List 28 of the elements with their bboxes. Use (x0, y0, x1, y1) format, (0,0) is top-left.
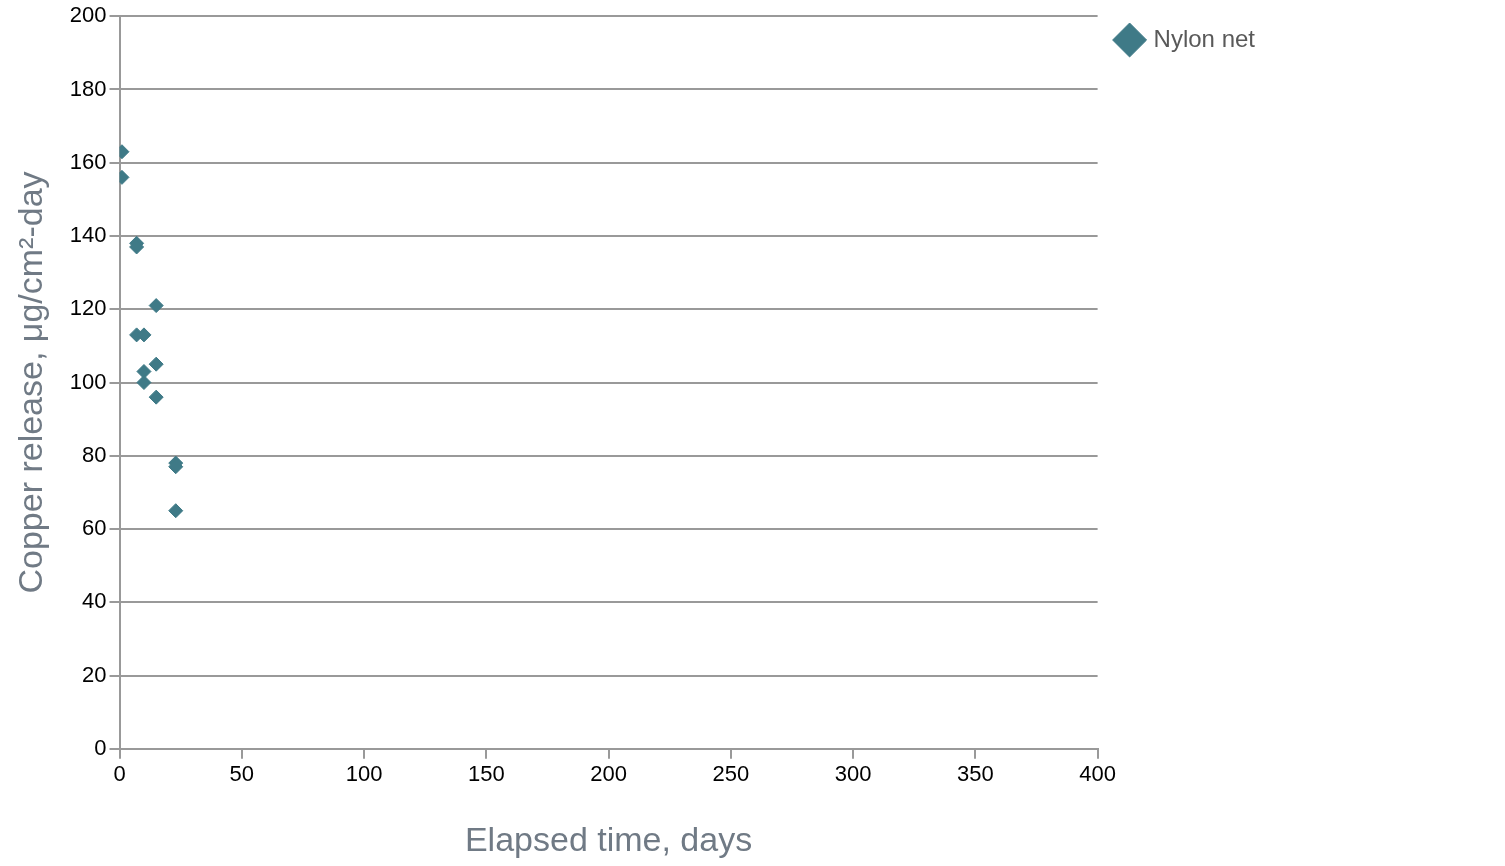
y-tick-label: 120 (69, 295, 107, 321)
x-tick-label: 0 (113, 761, 126, 787)
x-tick-label: 300 (834, 761, 872, 787)
y-tick-label: 40 (82, 588, 107, 614)
y-tick-label: 200 (69, 2, 107, 28)
x-tick-label: 100 (345, 761, 383, 787)
legend-label: Nylon net (1153, 24, 1256, 52)
x-axis-title: Elapsed time, days (464, 819, 753, 858)
y-tick-label: 80 (82, 441, 107, 467)
y-tick-label: 60 (82, 515, 107, 541)
x-tick-label: 50 (229, 761, 255, 787)
x-tick-label: 350 (956, 761, 994, 787)
y-tick-label: 160 (69, 148, 107, 174)
point (148, 356, 164, 372)
x-tick-label: 200 (590, 761, 627, 787)
y-tick-label: 180 (69, 75, 107, 101)
point (168, 503, 184, 519)
point (136, 375, 152, 390)
y-tick-label: 20 (82, 661, 107, 687)
point (148, 298, 164, 314)
x-tick-label: 400 (1079, 761, 1116, 787)
y-tick-label: 0 (94, 734, 107, 760)
x-tick-label: 250 (712, 761, 750, 787)
point (148, 389, 164, 405)
y-tick-label: 140 (69, 222, 107, 248)
x-tick-label: 150 (467, 761, 505, 787)
y-axis-title: Copper release, μg/cm²-day (10, 171, 49, 594)
y-tick-label: 100 (69, 368, 107, 394)
